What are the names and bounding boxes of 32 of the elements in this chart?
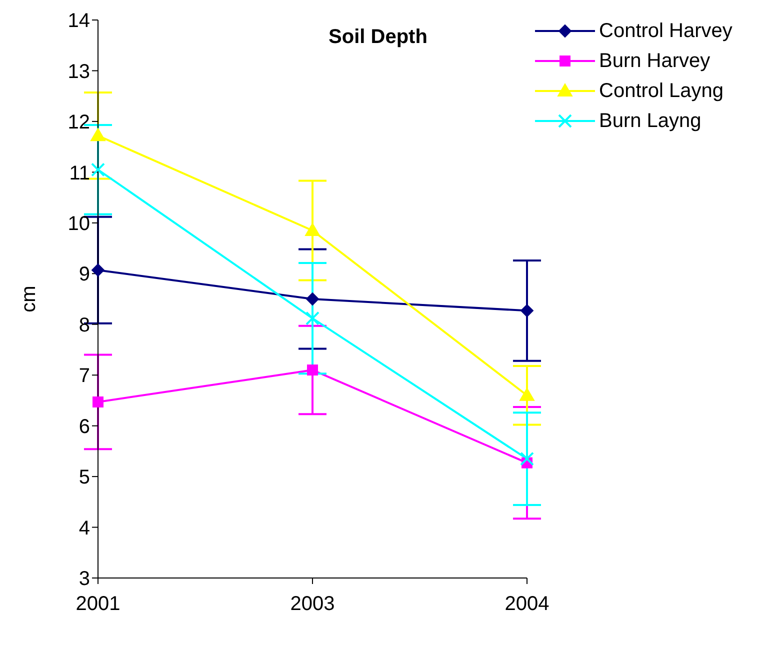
legend-label: Burn Layng — [599, 110, 702, 132]
x-tick-label: 2004 — [504, 593, 550, 616]
point — [520, 388, 534, 401]
point — [90, 128, 106, 142]
y-tick-label: 11 — [69, 162, 90, 184]
y-tick-label: 8 — [78, 314, 90, 336]
legend-label: Control Layng — [599, 80, 724, 102]
y-tick-label: 3 — [78, 568, 90, 590]
x-tick-label: 2001 — [76, 593, 120, 616]
point — [91, 162, 105, 177]
y-tick-label: 14 — [68, 10, 90, 32]
y-tick-label: 5 — [78, 466, 90, 489]
point — [307, 364, 318, 376]
point — [305, 223, 320, 236]
y-tick-label: 7 — [78, 365, 90, 388]
point — [306, 311, 320, 326]
legend-label: Burn Harvey — [599, 50, 710, 72]
y-tick-label: 9 — [78, 264, 90, 286]
legend-label: Control Harvey — [599, 20, 732, 42]
y-axis-title: cm — [18, 286, 40, 312]
y-tick-label: 12 — [68, 112, 90, 134]
x-tick-label: 2003 — [290, 593, 335, 616]
y-tick-label: 4 — [78, 517, 90, 540]
point — [306, 292, 319, 306]
point — [92, 264, 104, 277]
y-tick-label: 6 — [78, 416, 90, 438]
chart-title: Soil Depth — [328, 26, 428, 49]
y-tick-label: 13 — [68, 60, 90, 83]
y-tick-label: 10 — [68, 213, 90, 236]
point — [92, 396, 104, 408]
point — [520, 304, 534, 318]
point — [520, 452, 534, 466]
